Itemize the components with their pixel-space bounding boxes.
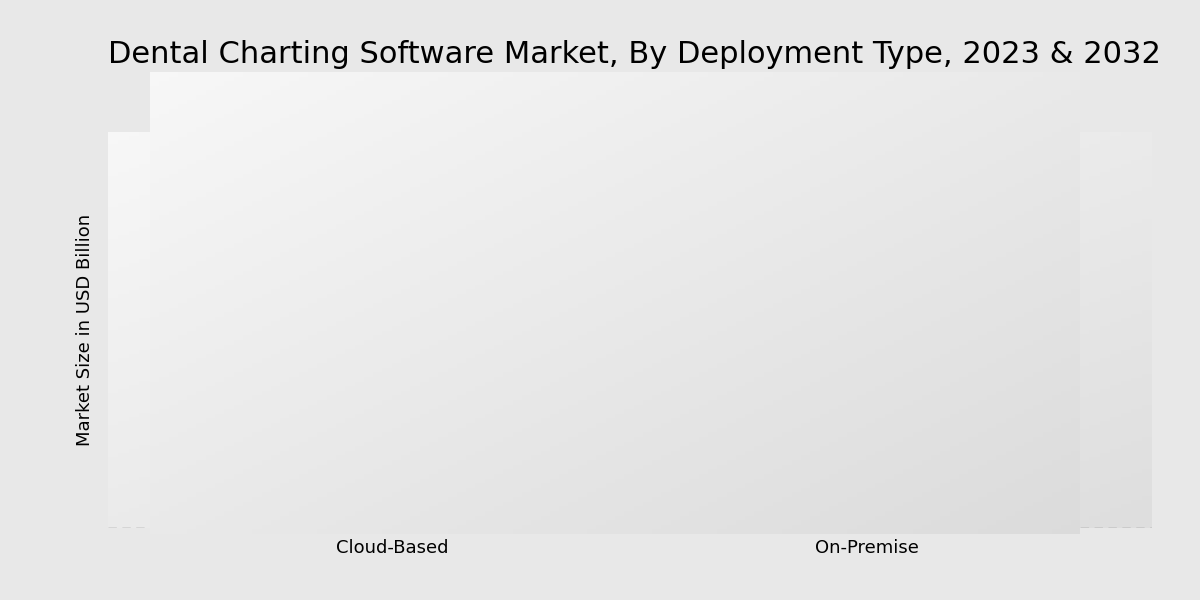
Bar: [251, 355, 392, 528]
Bar: [725, 416, 868, 528]
Legend: 2023, 2032: 2023, 2032: [606, 70, 821, 106]
Y-axis label: Market Size in USD Billion: Market Size in USD Billion: [76, 214, 94, 446]
Text: 0.96: 0.96: [222, 336, 266, 354]
Bar: [392, 204, 535, 528]
Bar: [868, 330, 1009, 528]
Text: Dental Charting Software Market, By Deployment Type, 2023 & 2032: Dental Charting Software Market, By Depl…: [108, 40, 1160, 68]
